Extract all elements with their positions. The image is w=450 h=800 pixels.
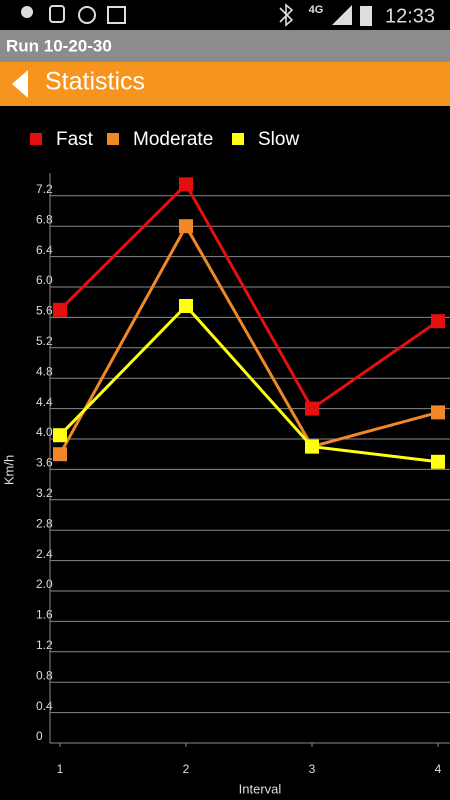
legend-swatch (30, 133, 42, 145)
x-tick-label: 3 (309, 762, 316, 776)
y-tick-label: 2.8 (36, 516, 53, 530)
legend-swatch (232, 133, 244, 145)
data-point (179, 219, 193, 234)
legend-swatch (107, 133, 119, 145)
status-bar (0, 0, 450, 30)
x-axis-label: Interval (239, 781, 282, 796)
series-line (58, 223, 439, 455)
data-point (53, 447, 67, 462)
y-tick-label: 0 (36, 729, 43, 743)
clock: 12:33 (385, 5, 435, 27)
legend-label: Slow (258, 129, 299, 150)
bluetooth-icon (279, 3, 294, 27)
header-bar (0, 62, 450, 106)
data-point (305, 439, 319, 454)
y-tick-label: 1.6 (36, 608, 53, 622)
y-tick-label: 2.4 (36, 547, 53, 561)
image-icon (107, 6, 126, 24)
back-button[interactable] (12, 70, 28, 98)
y-tick-label: 4.4 (36, 395, 53, 409)
legend-label: Fast (56, 129, 94, 150)
y-tick-label: 3.2 (36, 486, 53, 500)
app-title-bar (0, 30, 450, 62)
x-tick-label: 2 (183, 762, 190, 776)
data-point (53, 428, 67, 443)
y-tick-label: 5.6 (36, 304, 53, 318)
app-icon (49, 5, 65, 23)
series-line (58, 303, 439, 464)
data-point (53, 302, 67, 317)
header-title: Statistics (45, 68, 145, 96)
data-point (305, 401, 319, 416)
legend-label: Moderate (133, 129, 213, 150)
battery-icon (360, 6, 372, 26)
y-tick-label: 6.4 (36, 243, 53, 257)
y-tick-label: 0.8 (36, 668, 53, 682)
y-tick-label: 6.0 (36, 273, 53, 287)
data-point (431, 405, 445, 420)
series-line (58, 181, 439, 411)
location-icon (21, 6, 33, 18)
y-tick-label: 3.6 (36, 456, 53, 470)
data-point (179, 299, 193, 313)
y-tick-label: 6.8 (36, 212, 53, 226)
x-tick-label: 4 (435, 762, 442, 776)
signal-icon (332, 5, 352, 25)
y-axis-label: Km/h (1, 455, 16, 485)
y-tick-label: 0.4 (36, 699, 53, 713)
data-point (431, 314, 445, 329)
network-type: 4G (309, 4, 324, 16)
y-tick-label: 4.8 (36, 364, 53, 378)
y-tick-label: 2.0 (36, 577, 53, 591)
data-point (431, 454, 445, 469)
y-tick-label: 1.2 (36, 638, 53, 652)
y-tick-label: 5.2 (36, 334, 53, 348)
alarm-icon (78, 6, 96, 24)
y-tick-label: 4.0 (36, 425, 53, 439)
data-point (179, 177, 193, 192)
x-tick-label: 1 (57, 762, 64, 776)
app-title: Run 10-20-30 (6, 36, 112, 55)
status-icons (21, 3, 372, 27)
y-tick-label: 7.2 (36, 182, 53, 196)
